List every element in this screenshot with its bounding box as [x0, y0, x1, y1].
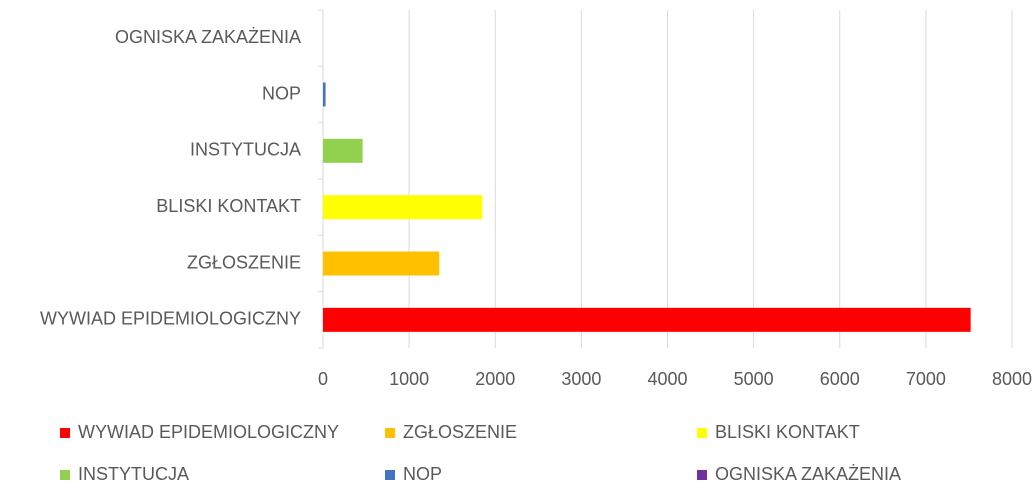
- legend-label: INSTYTUCJA: [78, 464, 189, 484]
- x-tick-label: 7000: [906, 369, 946, 389]
- legend-swatch: [385, 470, 395, 480]
- x-tick-label: 6000: [820, 369, 860, 389]
- legend-label: BLISKI KONTAKT: [715, 422, 860, 442]
- legend-label: NOP: [403, 464, 442, 484]
- y-tick-label: NOP: [262, 83, 301, 103]
- legend-swatch: [60, 428, 70, 438]
- y-tick-label: OGNISKA ZAKAŻENIA: [115, 27, 301, 47]
- bar: [323, 82, 326, 107]
- bar: [323, 138, 363, 163]
- x-tick-label: 2000: [475, 369, 515, 389]
- legend-swatch: [385, 428, 395, 438]
- bar: [323, 307, 971, 332]
- legend-swatch: [697, 470, 707, 480]
- x-tick-label: 5000: [734, 369, 774, 389]
- bar: [323, 251, 440, 276]
- legend-label: ZGŁOSZENIE: [403, 422, 517, 442]
- legend-label: OGNISKA ZAKAŻENIA: [715, 464, 901, 484]
- y-tick-label: WYWIAD EPIDEMIOLOGICZNY: [40, 309, 301, 329]
- x-tick-label: 1000: [389, 369, 429, 389]
- y-tick-label: INSTYTUCJA: [190, 140, 301, 160]
- x-tick-label: 0: [318, 369, 328, 389]
- x-tick-label: 4000: [647, 369, 687, 389]
- bar: [323, 195, 483, 220]
- legend-swatch: [697, 428, 707, 438]
- y-tick-label: ZGŁOSZENIE: [187, 252, 301, 272]
- legend-swatch: [60, 470, 70, 480]
- legend-label: WYWIAD EPIDEMIOLOGICZNY: [78, 422, 339, 442]
- x-tick-label: 8000: [992, 369, 1032, 389]
- x-tick-label: 3000: [561, 369, 601, 389]
- y-tick-label: BLISKI KONTAKT: [156, 196, 301, 216]
